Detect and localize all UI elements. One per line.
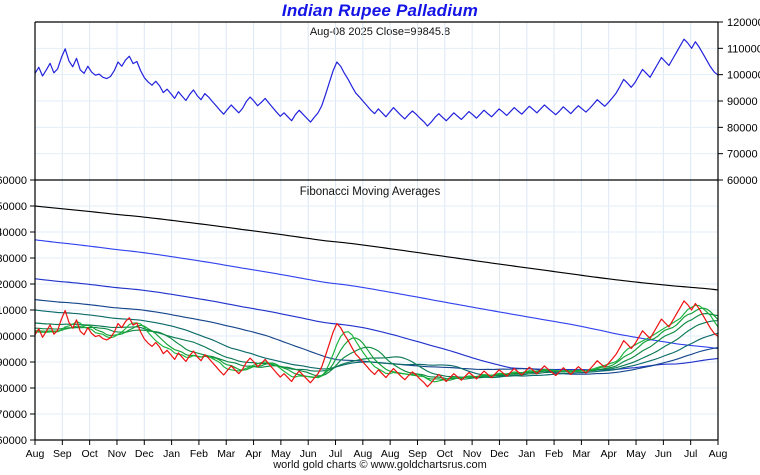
ma-line-ma-5 — [34, 304, 719, 383]
ma-line-ma-21 — [34, 320, 719, 379]
axis-labels: Aug Sep Oct Nov Dec Jan Feb Mar Apr May Jun Jul Aug A… — [0, 17, 760, 460]
ma-panel-price-line — [34, 300, 719, 388]
x-axis-month-label: Nov — [108, 448, 127, 460]
x-axis-month-label: Sep — [53, 448, 72, 460]
y-axis-tick-label-left: 70000 — [0, 409, 27, 421]
ma-line-ma-233 — [34, 205, 719, 291]
y-axis-tick-label-left: 90000 — [0, 357, 27, 369]
x-axis-month-label: Dec — [490, 448, 509, 460]
x-axis-month-label: Aug — [353, 448, 372, 460]
axis-ticks — [30, 21, 723, 445]
y-axis-tick-label-left: 130000 — [0, 253, 27, 265]
moving-average-series-layer — [34, 205, 719, 388]
x-axis-month-label: Aug — [709, 448, 728, 460]
x-axis-month-label: Jun — [300, 448, 317, 460]
x-axis-month-label: Sep — [408, 448, 427, 460]
panel-label-fibonacci: Fibonacci Moving Averages — [299, 186, 441, 198]
y-axis-tick-label-right: 80000 — [727, 122, 758, 134]
x-axis-month-label: Jan — [163, 448, 180, 460]
y-axis-tick-label-left: 140000 — [0, 227, 27, 239]
price-line-palladium-in-indian-rupee — [34, 38, 719, 127]
ma-line-ma-144 — [34, 239, 719, 350]
y-axis-tick-label-left: 100000 — [0, 331, 27, 343]
x-axis-month-label: Oct — [81, 448, 97, 460]
x-axis-month-label: Mar — [217, 448, 236, 460]
page-title: Indian Rupee Palladium — [281, 1, 479, 20]
axis-frames — [34, 21, 719, 441]
y-axis-tick-label-right: 100000 — [727, 70, 760, 82]
chart-subtitle: Aug-08 2025 Close=99845.8 — [309, 26, 451, 38]
x-axis-month-label: Oct — [437, 448, 453, 460]
x-axis-month-label: Aug — [26, 448, 45, 460]
y-axis-tick-label-right: 110000 — [727, 43, 760, 55]
y-axis-tick-label-left: 60000 — [0, 435, 27, 447]
x-axis-month-label: Feb — [190, 448, 208, 460]
x-axis-month-label: Aug — [381, 448, 400, 460]
x-axis-month-label: Nov — [463, 448, 482, 460]
ma-line-ma-13 — [34, 312, 719, 380]
price-series-layer — [34, 38, 719, 127]
y-axis-tick-label-right: 90000 — [727, 96, 758, 108]
y-axis-tick-label-left: 150000 — [0, 201, 27, 213]
y-axis-tick-label-right: 70000 — [727, 149, 758, 161]
x-axis-month-label: May — [626, 448, 647, 460]
x-axis-month-label: May — [271, 448, 292, 460]
x-axis-month-label: Jun — [655, 448, 672, 460]
x-axis-month-label: Mar — [572, 448, 591, 460]
ma-line-ma-34 — [34, 309, 719, 377]
gridlines — [35, 22, 719, 440]
x-axis-month-label: Jan — [518, 448, 535, 460]
y-axis-tick-label-left: 110000 — [0, 305, 27, 317]
x-axis-month-label: Jul — [329, 448, 342, 460]
x-axis-month-label: Jul — [684, 448, 697, 460]
x-axis-month-label: Apr — [245, 448, 262, 460]
x-axis-month-label: Dec — [135, 448, 154, 460]
y-axis-tick-label-right: 60000 — [727, 175, 758, 187]
footer-credit: world gold charts © www.goldchartsrus.co… — [273, 459, 487, 471]
x-axis-month-label: Feb — [545, 448, 563, 460]
y-axis-tick-label-left: 160000 — [0, 175, 27, 187]
x-axis-month-label: Apr — [601, 448, 618, 460]
y-axis-tick-label-left: 80000 — [0, 383, 27, 395]
